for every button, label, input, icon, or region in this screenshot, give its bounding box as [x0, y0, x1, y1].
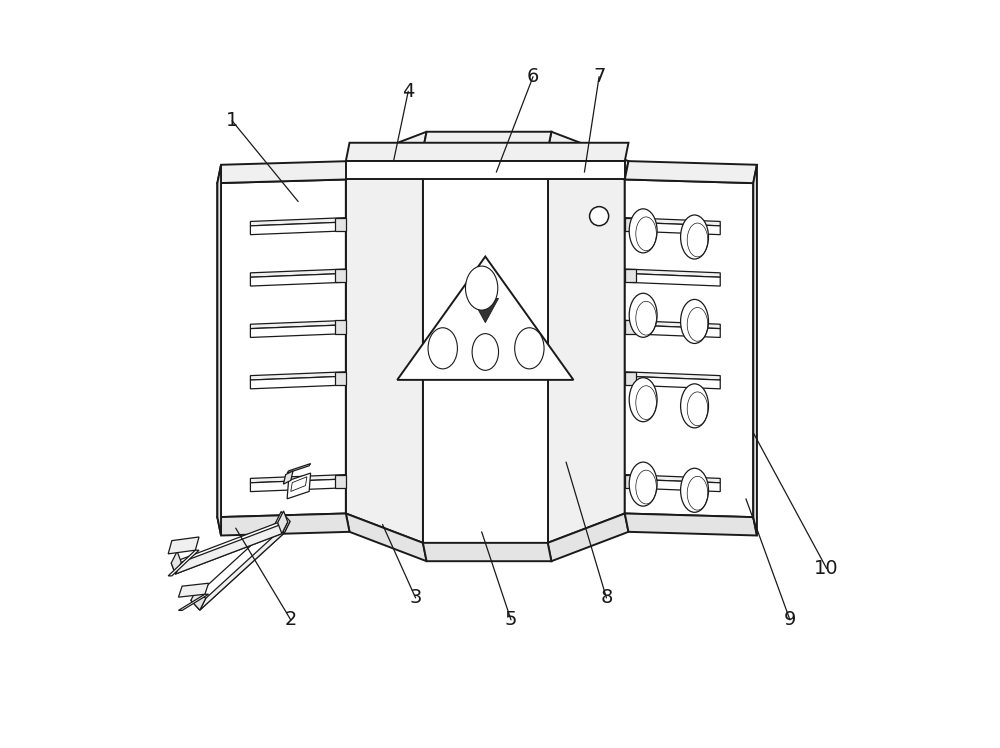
Polygon shape [346, 150, 423, 543]
Polygon shape [217, 180, 346, 517]
Ellipse shape [629, 209, 657, 253]
Polygon shape [250, 372, 346, 380]
Polygon shape [753, 165, 757, 536]
Ellipse shape [681, 384, 708, 428]
Ellipse shape [681, 468, 708, 512]
Polygon shape [171, 551, 181, 574]
Polygon shape [171, 523, 282, 574]
Polygon shape [625, 479, 720, 491]
Text: 1: 1 [226, 111, 238, 130]
Polygon shape [335, 474, 346, 488]
Polygon shape [625, 269, 636, 282]
Polygon shape [200, 521, 290, 610]
Polygon shape [287, 473, 311, 499]
Circle shape [590, 206, 609, 226]
Text: 10: 10 [814, 559, 839, 578]
Polygon shape [217, 161, 350, 183]
Text: 8: 8 [600, 589, 613, 607]
Polygon shape [625, 320, 720, 328]
Polygon shape [548, 132, 628, 180]
Polygon shape [625, 372, 636, 385]
Polygon shape [250, 222, 346, 235]
Polygon shape [625, 274, 720, 286]
Polygon shape [625, 376, 720, 389]
Polygon shape [335, 320, 346, 334]
Polygon shape [423, 543, 551, 561]
Polygon shape [346, 161, 625, 180]
Polygon shape [287, 464, 311, 473]
Polygon shape [191, 524, 284, 610]
Polygon shape [275, 512, 290, 533]
Polygon shape [625, 474, 720, 482]
Polygon shape [178, 594, 209, 610]
Ellipse shape [515, 328, 544, 369]
Polygon shape [346, 132, 427, 180]
Polygon shape [283, 471, 293, 484]
Polygon shape [625, 269, 720, 278]
Polygon shape [250, 274, 346, 286]
Polygon shape [250, 320, 346, 328]
Polygon shape [625, 180, 753, 517]
Polygon shape [278, 511, 288, 533]
Polygon shape [168, 551, 199, 576]
Text: 5: 5 [505, 610, 517, 629]
Ellipse shape [629, 378, 657, 422]
Ellipse shape [681, 215, 708, 259]
Ellipse shape [472, 334, 499, 370]
Polygon shape [250, 325, 346, 337]
Polygon shape [625, 222, 720, 235]
Polygon shape [397, 257, 573, 380]
Polygon shape [423, 150, 548, 543]
Polygon shape [250, 376, 346, 389]
Polygon shape [250, 474, 346, 482]
Polygon shape [335, 269, 346, 282]
Polygon shape [625, 218, 720, 226]
Polygon shape [291, 476, 307, 491]
Polygon shape [168, 537, 199, 554]
Text: 4: 4 [402, 82, 414, 101]
Polygon shape [548, 150, 625, 543]
Polygon shape [250, 269, 346, 278]
Polygon shape [472, 298, 499, 322]
Polygon shape [217, 513, 350, 536]
Ellipse shape [465, 266, 498, 310]
Polygon shape [335, 218, 346, 231]
Ellipse shape [681, 299, 708, 343]
Polygon shape [625, 513, 757, 536]
Polygon shape [250, 479, 346, 491]
Text: 6: 6 [527, 67, 539, 86]
Polygon shape [346, 513, 427, 561]
Polygon shape [191, 589, 206, 610]
Ellipse shape [428, 328, 457, 369]
Polygon shape [625, 474, 636, 488]
Polygon shape [625, 320, 636, 334]
Text: 7: 7 [593, 67, 605, 86]
Text: 9: 9 [784, 610, 796, 629]
Polygon shape [625, 161, 757, 183]
Polygon shape [548, 513, 628, 561]
Ellipse shape [629, 293, 657, 337]
Text: 3: 3 [409, 589, 422, 607]
Polygon shape [335, 372, 346, 385]
Polygon shape [217, 165, 221, 536]
Polygon shape [625, 218, 636, 231]
Ellipse shape [629, 462, 657, 506]
Polygon shape [346, 143, 628, 161]
Polygon shape [625, 325, 720, 337]
Polygon shape [423, 132, 551, 150]
Polygon shape [178, 583, 209, 597]
Text: 2: 2 [285, 610, 297, 629]
Polygon shape [625, 372, 720, 380]
Polygon shape [250, 218, 346, 226]
Polygon shape [175, 522, 288, 574]
